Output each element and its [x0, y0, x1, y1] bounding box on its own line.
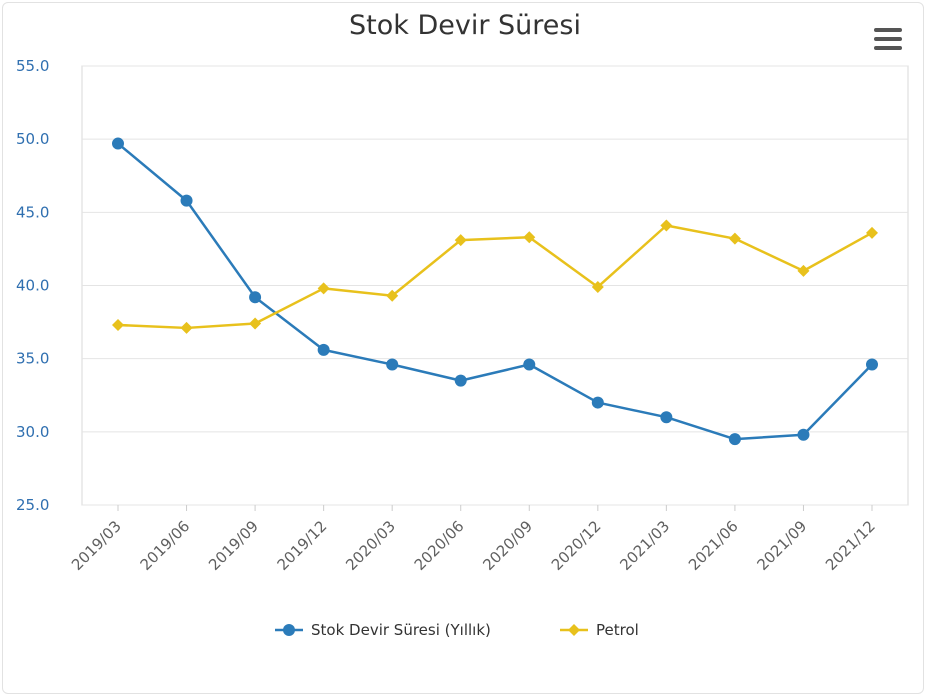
data-point[interactable]	[728, 232, 741, 245]
y-tick-label: 45.0	[16, 203, 49, 221]
series-group	[112, 137, 878, 446]
legend-label: Stok Devir Süresi (Yıllık)	[311, 621, 491, 639]
data-point[interactable]	[386, 289, 399, 302]
line-chart: 25.030.035.040.045.050.055.0 2019/03 2019…	[16, 57, 909, 639]
x-tick-label: 2019/03	[68, 517, 125, 574]
data-point[interactable]	[249, 317, 262, 330]
series-line	[117, 142, 873, 441]
data-point[interactable]	[112, 137, 124, 150]
x-tick-label: 2021/12	[822, 517, 879, 574]
data-point[interactable]	[591, 280, 604, 293]
y-axis: 25.0 30.0 35.0 40.0 45.0 50.0 55.0	[16, 57, 49, 514]
data-point[interactable]	[454, 234, 467, 247]
y-tick-label: 50.0	[16, 130, 49, 148]
legend-marker-circle	[283, 624, 295, 636]
data-point[interactable]	[660, 411, 673, 424]
data-point[interactable]	[317, 282, 330, 295]
data-point[interactable]	[112, 319, 124, 332]
data-point[interactable]	[660, 219, 673, 232]
data-point[interactable]	[728, 433, 741, 446]
series-line	[117, 224, 873, 330]
legend-item-1[interactable]: Stok Devir Süresi (Yıllık)	[275, 621, 491, 639]
legend-item-2[interactable]: Petrol	[560, 621, 639, 639]
x-tick-label: 2019/06	[137, 517, 194, 574]
x-tick-label: 2019/12	[274, 517, 331, 574]
y-tick-label: 25.0	[16, 496, 49, 514]
x-tick-label: 2021/06	[685, 517, 742, 574]
y-tick-label: 55.0	[16, 57, 49, 75]
y-tick-label: 35.0	[16, 350, 49, 368]
x-tick-label: 2021/03	[616, 517, 673, 574]
x-tick-label: 2020/03	[342, 517, 399, 574]
x-tick-label: 2020/12	[548, 517, 605, 574]
data-point[interactable]	[523, 358, 536, 371]
data-point[interactable]	[180, 194, 193, 207]
legend-marker-diamond	[568, 624, 580, 636]
x-tick-label: 2020/06	[411, 517, 468, 574]
series-2	[112, 219, 878, 334]
data-point[interactable]	[386, 358, 399, 371]
legend: Stok Devir Süresi (Yıllık) Petrol	[275, 621, 639, 639]
y-tick-label: 40.0	[16, 277, 49, 295]
data-point[interactable]	[454, 374, 467, 387]
data-point[interactable]	[249, 291, 262, 304]
x-axis: 2019/03 2019/06 2019/09 2019/12 2020/03 2020/…	[68, 505, 879, 574]
data-point[interactable]	[180, 321, 193, 334]
legend-label: Petrol	[596, 621, 639, 639]
data-point[interactable]	[797, 428, 810, 441]
x-tick-label: 2021/09	[753, 517, 810, 574]
data-point[interactable]	[591, 396, 604, 409]
data-point[interactable]	[866, 226, 878, 239]
data-point[interactable]	[523, 231, 536, 244]
data-point[interactable]	[866, 358, 878, 371]
x-tick-label: 2020/09	[479, 517, 536, 574]
hamburger-menu-icon[interactable]	[872, 26, 904, 52]
y-tick-label: 30.0	[16, 423, 49, 441]
data-point[interactable]	[317, 343, 330, 356]
grid-lines	[81, 65, 909, 506]
data-point[interactable]	[797, 264, 810, 277]
series-1	[112, 137, 878, 446]
chart-title: Stok Devir Süresi	[349, 10, 581, 41]
x-tick-label: 2019/09	[205, 517, 262, 574]
